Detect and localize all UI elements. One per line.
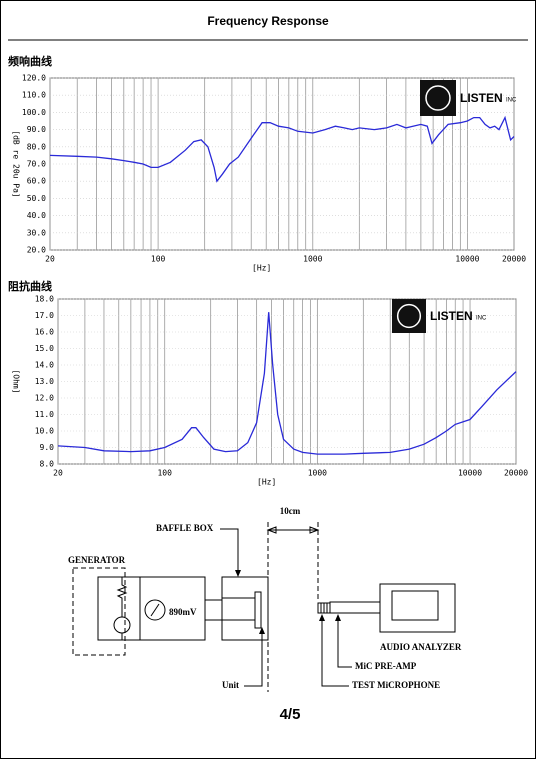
y-tick-label: 100.0 (22, 108, 46, 117)
y-tick-label: 110.0 (22, 91, 46, 100)
logo-suffix: INC (476, 316, 487, 322)
y-axis-label: [Ohm] (12, 369, 21, 393)
x-tick-label: 1000 (308, 469, 327, 478)
x-tick-label: 10000 (455, 255, 479, 264)
x-tick-label: 10000 (458, 469, 482, 478)
response-line (57, 312, 517, 455)
unit-label: Unit (222, 680, 239, 690)
y-tick-label: 18.0 (35, 295, 54, 304)
x-tick-label: 20 (45, 255, 55, 264)
y-tick-label: 12.0 (35, 394, 54, 403)
logo-suffix: INC (506, 98, 517, 104)
y-tick-label: 70.0 (27, 160, 46, 169)
x-tick-label: 1000 (303, 255, 322, 264)
x-tick-label: 100 (151, 255, 166, 264)
voltage-label: 890mV (169, 607, 197, 617)
y-tick-label: 13.0 (35, 377, 54, 386)
logo-name: LISTEN (430, 309, 473, 323)
y-tick-label: 120.0 (22, 74, 46, 83)
test-setup-diagram: 10cm BAFFLE BOX GENERATOR 890mV Unit AUD… (68, 506, 462, 692)
analyzer-label: AUDIO ANALYZER (380, 642, 462, 652)
logo-head (425, 85, 451, 111)
baffle-label: BAFFLE BOX (156, 523, 214, 533)
y-tick-label: 17.0 (35, 311, 54, 320)
x-tick-label: 20 (53, 469, 63, 478)
y-tick-label: 60.0 (27, 177, 46, 186)
y-tick-label: 11.0 (35, 410, 54, 419)
y-axis-label: [dB re 20u Pa] (12, 130, 21, 197)
microphone-label: TEST MiCROPHONE (352, 680, 440, 690)
y-tick-label: 16.0 (35, 328, 54, 337)
logo-name: LISTEN (460, 91, 503, 105)
x-tick-label: 100 (157, 469, 172, 478)
distance-label: 10cm (280, 506, 301, 516)
y-tick-label: 40.0 (27, 211, 46, 220)
chart-title: 阻抗曲线 (8, 279, 52, 293)
x-axis-label: [Hz] (252, 264, 271, 273)
y-tick-label: 90.0 (27, 125, 46, 134)
preamp-label: MiC PRE-AMP (355, 661, 417, 671)
response-line (49, 115, 515, 183)
generator-label: GENERATOR (68, 555, 126, 565)
y-tick-label: 10.0 (35, 427, 54, 436)
logo-head (396, 303, 422, 329)
y-tick-label: 9.0 (40, 443, 55, 452)
y-tick-label: 20.0 (27, 246, 46, 255)
page-number: 4/5 (280, 706, 301, 723)
page-title: Frequency Response (207, 14, 329, 28)
y-tick-label: 30.0 (27, 228, 46, 237)
y-tick-label: 8.0 (40, 460, 55, 469)
y-tick-label: 80.0 (27, 142, 46, 151)
y-tick-label: 50.0 (27, 194, 46, 203)
x-axis-label: [Hz] (257, 478, 276, 487)
x-tick-label: 20000 (502, 255, 526, 264)
y-tick-label: 15.0 (35, 344, 54, 353)
x-tick-label: 20000 (504, 469, 528, 478)
y-tick-label: 14.0 (35, 361, 54, 370)
chart-title: 频响曲线 (8, 54, 52, 68)
